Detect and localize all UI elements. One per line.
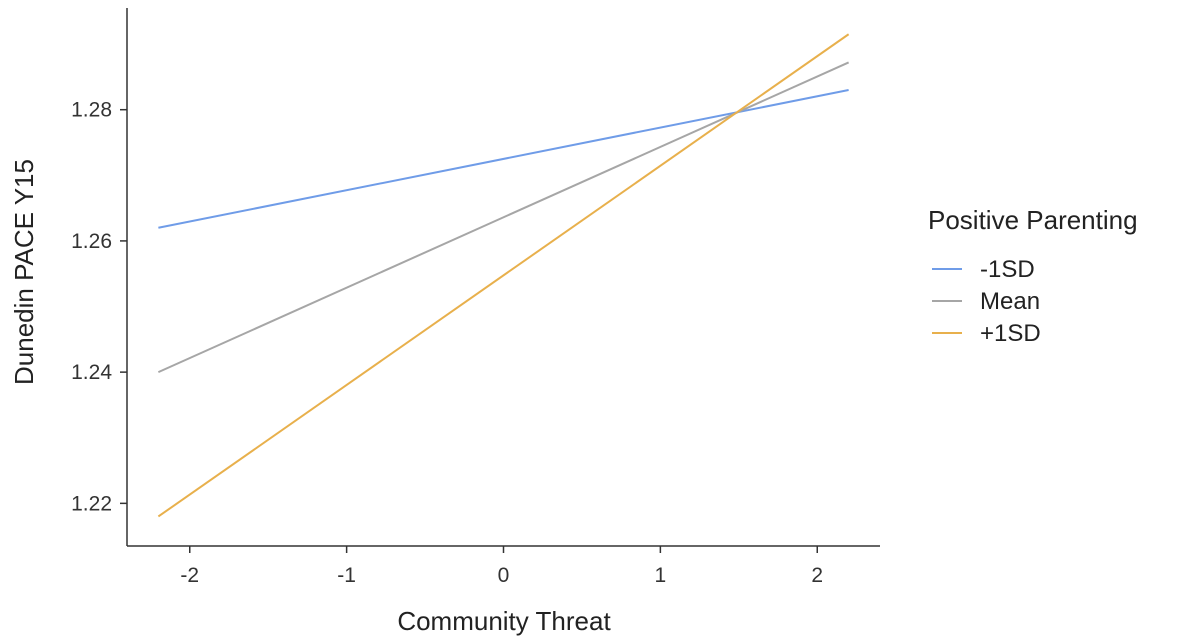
y-axis-ticks: 1.22 1.24 1.26 1.28: [71, 99, 127, 515]
y-tick-label: 1.22: [71, 492, 112, 515]
series-line-2: [157, 61, 850, 374]
x-tick-label: 2: [811, 564, 823, 587]
x-tick-label: -1: [337, 564, 356, 587]
series-line-1: [158, 89, 849, 229]
y-tick-label: 1.28: [71, 99, 112, 122]
x-tick-label: 1: [655, 564, 667, 587]
y-axis-title: Dunedin PACE Y15: [9, 159, 39, 385]
legend-label-1: -1SD: [980, 256, 1035, 283]
legend-label-2: Mean: [980, 288, 1040, 315]
plot-area: [157, 33, 850, 518]
x-tick-label: 0: [498, 564, 510, 587]
x-tick-label: -2: [180, 564, 199, 587]
y-tick-label: 1.26: [71, 230, 112, 253]
series-line-3: [157, 33, 850, 518]
x-axis-ticks: -2 -1 0 1 2: [180, 546, 823, 587]
x-axis-title: Community Threat: [397, 606, 611, 636]
legend: Positive Parenting -1SD Mean +1SD: [928, 205, 1138, 347]
legend-label-3: +1SD: [980, 320, 1041, 347]
y-tick-label: 1.24: [71, 361, 112, 384]
legend-title: Positive Parenting: [928, 205, 1138, 235]
